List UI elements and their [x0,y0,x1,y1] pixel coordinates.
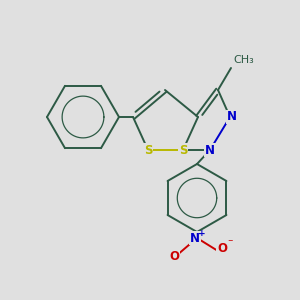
Text: O: O [169,250,179,262]
Text: +: + [198,229,206,238]
Text: O: O [217,242,227,256]
Text: S: S [144,143,152,157]
Text: ⁻: ⁻ [227,238,233,248]
Text: S: S [179,143,187,157]
Text: N: N [190,232,200,244]
Text: N: N [227,110,237,124]
Text: CH₃: CH₃ [233,55,254,65]
Text: N: N [205,143,215,157]
